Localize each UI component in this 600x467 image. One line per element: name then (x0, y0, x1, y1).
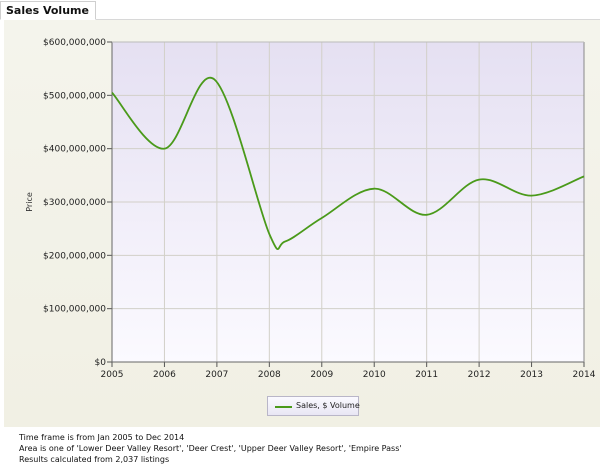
y-tick-label: $300,000,000 (43, 198, 106, 208)
results-note: Results calculated from 2,037 listings (19, 455, 170, 464)
area-note: Area is one of 'Lower Deer Valley Resort… (19, 444, 402, 453)
x-tick-label: 2011 (415, 370, 438, 380)
tab-sales-volume[interactable]: Sales Volume (0, 1, 96, 20)
x-tick-label: 2014 (573, 370, 596, 380)
x-tick-label: 2006 (153, 370, 176, 380)
x-tick-label: 2009 (310, 370, 333, 380)
y-tick-label: $0 (95, 358, 107, 368)
x-tick-label: 2012 (468, 370, 491, 380)
chart-legend: Sales, $ Volume (267, 396, 360, 416)
y-tick-label: $500,000,000 (43, 91, 106, 101)
y-tick-label: $100,000,000 (43, 305, 106, 315)
x-tick-label: 2010 (363, 370, 386, 380)
x-tick-label: 2007 (205, 370, 228, 380)
y-tick-label: $600,000,000 (43, 38, 106, 48)
series-line-sales-volume (111, 76, 585, 250)
timeframe-note: Time frame is from Jan 2005 to Dec 2014 (19, 433, 185, 442)
y-tick-label: $200,000,000 (43, 251, 106, 261)
legend-label: Sales, $ Volume (296, 401, 360, 410)
x-tick-label: 2008 (258, 370, 281, 380)
y-tick-label: $400,000,000 (43, 145, 106, 155)
x-tick-label: 2005 (101, 370, 124, 380)
chart-panel: 2005 2006 2007 2008 2009 2010 2011 2012 2013 2014… (4, 20, 600, 427)
legend-line-swatch-icon (275, 406, 292, 408)
chart-notes: Time frame is from Jan 2005 to Dec 2014 … (19, 432, 402, 465)
y-axis-label: Price (25, 192, 34, 212)
tab-strip: Sales Volume (0, 0, 600, 20)
x-tick-label: 2013 (520, 370, 543, 380)
sales-volume-chart: 2005 2006 2007 2008 2009 2010 2011 2012 2013 2014… (25, 38, 596, 380)
